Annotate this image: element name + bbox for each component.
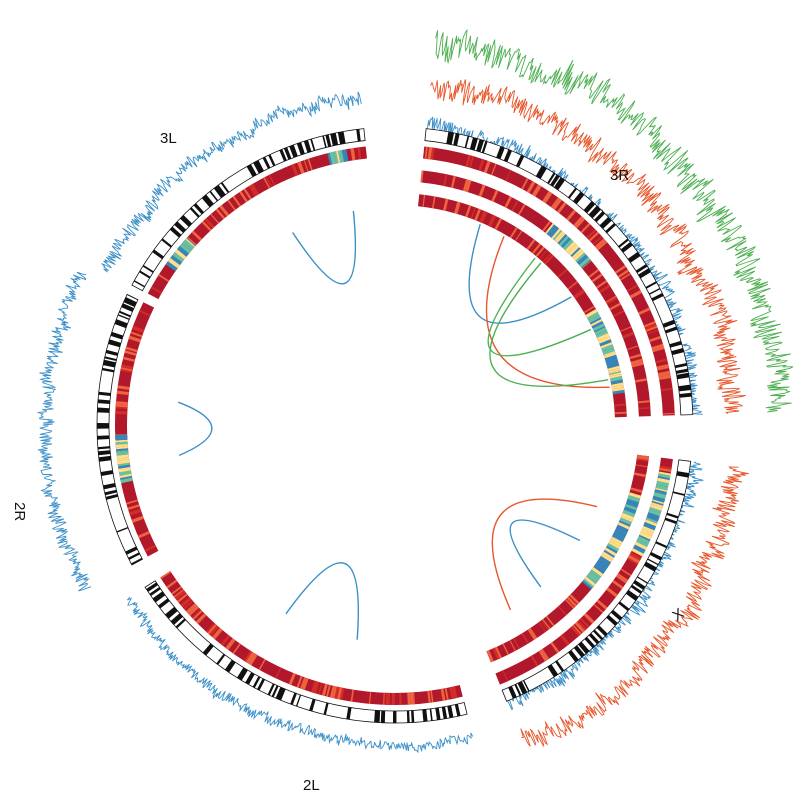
link-3L-1 [292,210,357,285]
chr-label-2L: 2L [303,777,320,794]
heatmap-3L-1 [147,146,367,300]
chr-label-3R: 3R [610,167,629,184]
ideogram-2L [144,580,468,724]
heatmap-3R-2 [420,170,651,417]
link-3R-3 [485,235,610,389]
heatmap-3R-3 [417,194,627,418]
link-2R-9 [177,401,213,456]
ideogram-3L [131,128,366,292]
heatmap-rings [114,146,675,705]
link-3R-2 [468,224,572,324]
heatmap-2R-1 [114,302,159,557]
chr-label-3L: 3L [160,130,177,147]
link-2L-8 [285,562,360,640]
link-3R-5 [489,262,609,387]
heatmap-3R-1 [423,146,675,416]
track-2R-blue [37,271,92,592]
ideogram-3R [424,128,694,416]
track-3R-green [435,28,794,413]
heatmap-2L-1 [160,570,463,705]
ideogram-X [501,459,692,702]
link-arcs [177,210,610,640]
link-3R-4 [487,257,592,357]
heatmap-X-1 [495,457,673,685]
track-3R-orange [430,79,746,414]
link-X-6 [491,498,598,611]
heatmap-X-2 [486,454,650,663]
track-2L-blue [126,596,474,754]
ideogram-2R [96,293,144,566]
link-X-7 [509,519,581,588]
ideogram-ring [96,128,694,724]
track-X-orange [520,466,749,747]
track-3L-blue [101,91,362,273]
chr-label-2R: 2R [11,502,28,521]
